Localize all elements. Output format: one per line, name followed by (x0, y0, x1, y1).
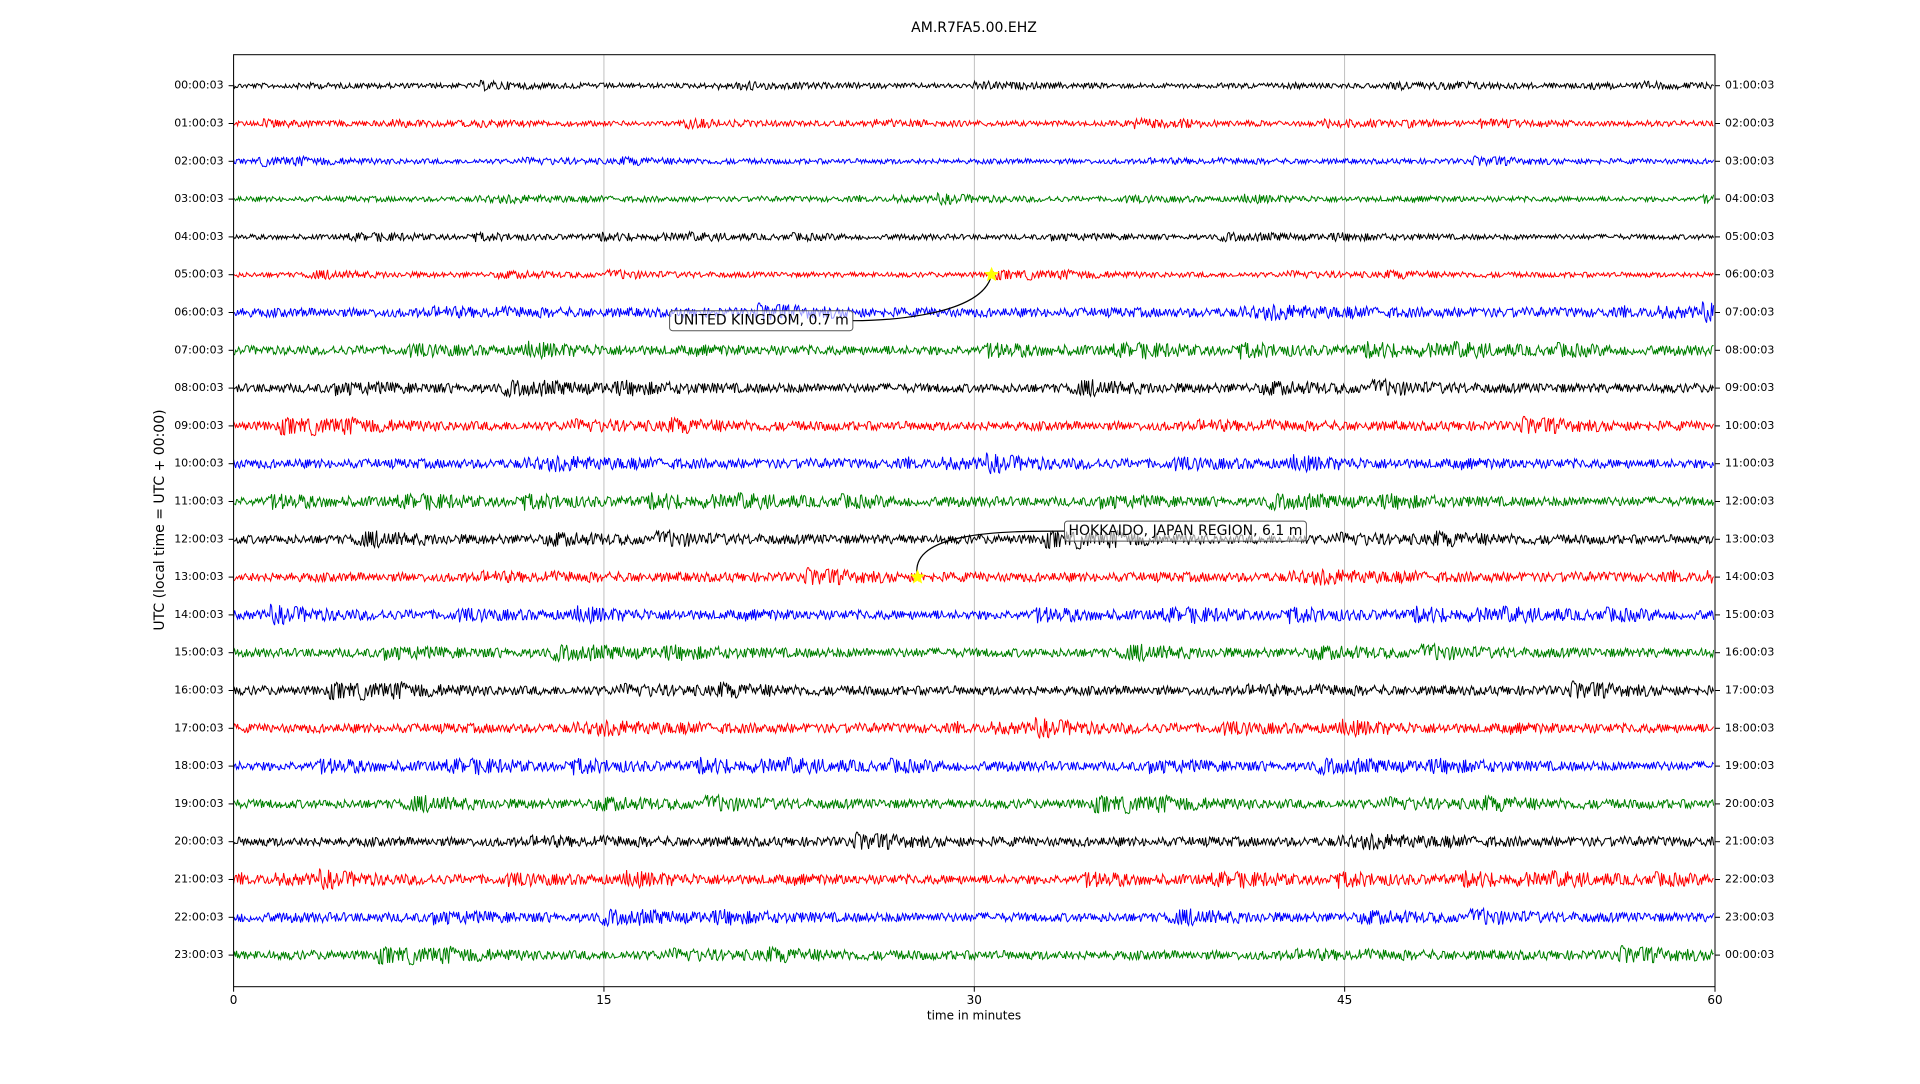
row-label: 21:00:03 (174, 873, 223, 886)
row-label: 04:00:03 (174, 230, 223, 243)
x-tick-label: 60 (1707, 993, 1722, 1007)
trace (233, 906, 1715, 928)
row-label: 18:00:03 (174, 759, 223, 772)
row-label: 20:00:03 (174, 835, 223, 848)
trace (233, 491, 1715, 512)
annotation-text: UNITED KINGDOM, 0.7 m (674, 313, 849, 329)
trace (233, 267, 1714, 281)
chart-title: AM.R7FA5.00.EHZ (911, 20, 1037, 36)
trace (233, 603, 1715, 626)
x-tick-label: 15 (596, 993, 611, 1007)
row-label-right: 10:00:03 (1725, 419, 1774, 432)
row-label: 15:00:03 (174, 646, 223, 659)
row-label-right: 05:00:03 (1725, 230, 1774, 243)
row-label: 11:00:03 (174, 495, 223, 508)
row-label-right: 08:00:03 (1725, 343, 1774, 356)
trace (233, 415, 1715, 437)
trace (233, 377, 1715, 399)
y-axis-label: UTC (local time = UTC + 00:00) (152, 409, 168, 630)
trace (233, 116, 1714, 131)
trace (233, 452, 1715, 475)
row-label-right: 20:00:03 (1725, 797, 1774, 810)
row-label-right: 11:00:03 (1725, 457, 1774, 470)
row-label-right: 04:00:03 (1725, 192, 1774, 205)
trace (233, 945, 1714, 966)
row-label-right: 19:00:03 (1725, 759, 1774, 772)
trace (233, 868, 1714, 890)
event-marker (984, 266, 1000, 282)
trace (233, 793, 1715, 815)
row-label-right: 07:00:03 (1725, 306, 1774, 319)
trace (233, 154, 1715, 168)
trace (233, 680, 1715, 701)
x-tick-label: 45 (1337, 993, 1352, 1007)
row-label-right: 00:00:03 (1725, 948, 1774, 961)
x-tick-label: 0 (230, 993, 238, 1007)
trace (233, 340, 1714, 361)
annotation-connector (916, 530, 1065, 578)
row-label-right: 03:00:03 (1725, 154, 1774, 167)
row-label-right: 23:00:03 (1725, 910, 1774, 923)
row-label: 09:00:03 (174, 419, 223, 432)
trace (233, 642, 1715, 663)
row-label-right: 01:00:03 (1725, 79, 1774, 92)
row-label: 00:00:03 (174, 79, 223, 92)
row-label-right: 14:00:03 (1725, 570, 1774, 583)
annotation-text: HOKKAIDO, JAPAN REGION, 6.1 m (1069, 523, 1303, 539)
row-label: 06:00:03 (174, 306, 223, 319)
trace (233, 528, 1715, 550)
row-label: 08:00:03 (174, 381, 223, 394)
trace (233, 230, 1715, 243)
row-label-right: 21:00:03 (1725, 835, 1774, 848)
row-label-right: 02:00:03 (1725, 117, 1774, 130)
row-label-right: 15:00:03 (1725, 608, 1774, 621)
trace (233, 756, 1714, 777)
x-axis-label: time in minutes (927, 1009, 1021, 1023)
row-label-right: 22:00:03 (1725, 873, 1774, 886)
trace (233, 301, 1715, 323)
trace (233, 191, 1715, 207)
row-label: 22:00:03 (174, 910, 223, 923)
row-label: 02:00:03 (174, 154, 223, 167)
row-label-right: 13:00:03 (1725, 532, 1774, 545)
plot-frame (233, 54, 1716, 988)
row-label: 01:00:03 (174, 117, 223, 130)
row-label-right: 09:00:03 (1725, 381, 1774, 394)
row-label: 19:00:03 (174, 797, 223, 810)
row-label: 17:00:03 (174, 721, 223, 734)
row-label-right: 17:00:03 (1725, 684, 1774, 697)
row-label: 23:00:03 (174, 948, 223, 961)
row-label: 16:00:03 (174, 684, 223, 697)
row-label-right: 12:00:03 (1725, 495, 1774, 508)
row-label: 05:00:03 (174, 268, 223, 281)
trace (233, 831, 1715, 851)
row-label: 10:00:03 (174, 457, 223, 470)
x-tick-label: 30 (967, 993, 982, 1007)
trace (233, 79, 1714, 92)
trace (233, 717, 1715, 739)
trace (233, 567, 1715, 586)
row-label: 12:00:03 (174, 532, 223, 545)
row-label: 13:00:03 (174, 570, 223, 583)
row-label-right: 18:00:03 (1725, 721, 1774, 734)
row-label-right: 16:00:03 (1725, 646, 1774, 659)
row-label-right: 06:00:03 (1725, 268, 1774, 281)
row-label: 03:00:03 (174, 192, 223, 205)
row-label: 07:00:03 (174, 343, 223, 356)
event-marker (909, 569, 926, 584)
annotation-connector (852, 274, 993, 322)
row-label: 14:00:03 (174, 608, 223, 621)
